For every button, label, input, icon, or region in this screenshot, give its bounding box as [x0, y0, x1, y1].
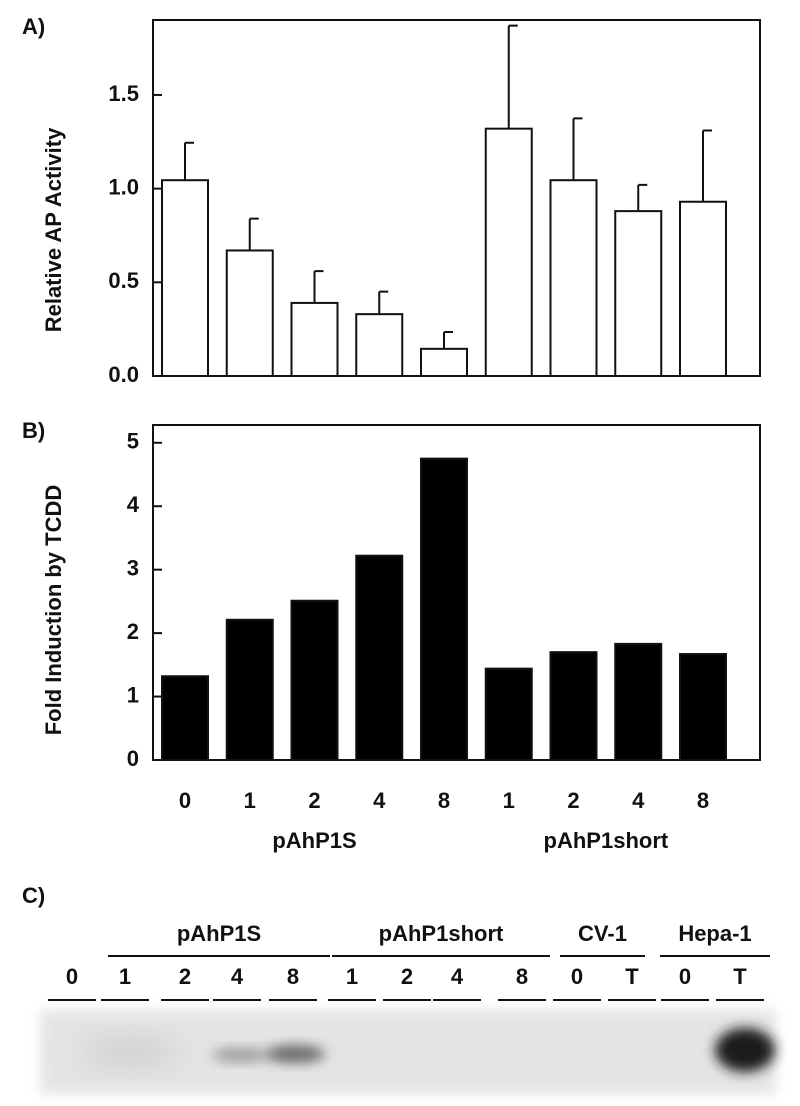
error-bar — [378, 290, 389, 315]
bar — [614, 210, 663, 377]
bar — [679, 653, 727, 762]
lane-label: 2 — [179, 964, 191, 989]
bar — [225, 618, 274, 762]
y-tick-label: 4 — [127, 492, 140, 517]
bar — [679, 200, 727, 377]
x-tick-label: 8 — [697, 788, 709, 813]
lane-label: 1 — [346, 964, 358, 989]
error-bar — [702, 129, 712, 202]
lane-label: 8 — [516, 964, 528, 989]
y-tick-label: 0.0 — [108, 362, 139, 387]
panel-label: B) — [22, 418, 45, 443]
y-axis-label: Fold Induction by TCDD — [41, 485, 66, 736]
lane-label: 1 — [119, 964, 131, 989]
group-label: pAhP1S — [272, 828, 356, 853]
panel-label: A) — [22, 14, 45, 39]
blot-band — [265, 1045, 325, 1063]
lane-label: 0 — [679, 964, 691, 989]
y-tick-label: 3 — [127, 555, 139, 580]
lane-label: 2 — [401, 964, 413, 989]
blot-band — [80, 1038, 180, 1066]
bar — [161, 675, 209, 761]
bar — [225, 249, 274, 378]
error-bar — [637, 183, 648, 212]
error-bar — [507, 24, 518, 129]
x-tick-label: 2 — [567, 788, 579, 813]
error-bar — [184, 141, 194, 181]
group-label: pAhP1short — [544, 828, 669, 853]
error-bar — [443, 330, 453, 349]
y-tick-label: 0 — [127, 746, 139, 771]
bar — [355, 313, 404, 378]
lane-group-label: pAhP1short — [379, 921, 504, 946]
lane-label: 4 — [451, 964, 464, 989]
y-tick-label: 1.5 — [108, 81, 139, 106]
bar — [614, 642, 663, 761]
lane-group-label: CV-1 — [578, 921, 627, 946]
y-tick-label: 0.5 — [108, 268, 139, 293]
bar — [420, 347, 468, 377]
x-tick-label: 4 — [632, 788, 645, 813]
blot-band — [212, 1048, 268, 1062]
y-axis-label: Relative AP Activity — [41, 127, 66, 332]
lane-label: T — [733, 964, 747, 989]
blot — [40, 1010, 776, 1094]
lane-label: 4 — [231, 964, 244, 989]
panel-label: C) — [22, 883, 45, 908]
y-tick-label: 2 — [127, 619, 139, 644]
lane-label: 8 — [287, 964, 299, 989]
x-tick-label: 0 — [179, 788, 191, 813]
lane-group-label: Hepa-1 — [678, 921, 751, 946]
x-tick-label: 1 — [244, 788, 256, 813]
y-tick-label: 5 — [127, 429, 139, 454]
bar — [355, 554, 404, 761]
bar — [420, 457, 468, 761]
lane-label: T — [625, 964, 639, 989]
bar — [290, 301, 339, 378]
error-bar — [248, 217, 259, 251]
x-tick-label: 4 — [373, 788, 386, 813]
y-tick-label: 1.0 — [108, 174, 139, 199]
lane-label: 0 — [571, 964, 583, 989]
bar — [549, 651, 598, 761]
x-tick-label: 2 — [308, 788, 320, 813]
error-bar — [313, 270, 324, 303]
lane-group-label: pAhP1S — [177, 921, 261, 946]
error-bar — [572, 117, 583, 181]
bar — [549, 179, 598, 377]
blot-band — [715, 1028, 775, 1072]
bar — [484, 667, 533, 761]
lane-label: 0 — [66, 964, 78, 989]
bar — [161, 179, 209, 377]
x-tick-label: 8 — [438, 788, 450, 813]
bar — [484, 127, 533, 377]
bar — [290, 599, 339, 761]
x-tick-label: 1 — [503, 788, 515, 813]
y-tick-label: 1 — [127, 682, 139, 707]
